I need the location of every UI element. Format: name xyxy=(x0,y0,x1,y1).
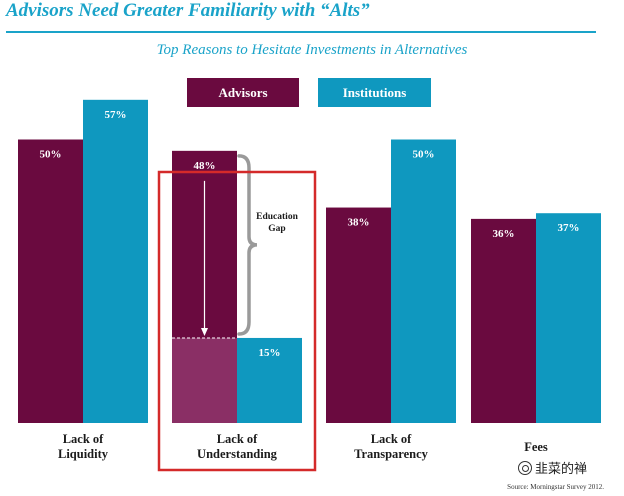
title-rule xyxy=(6,31,596,33)
category-label-lack-of-understanding-line1: Lack of xyxy=(217,432,258,446)
category-label-lack-of-liquidity-line1: Lack of xyxy=(63,432,104,446)
category-label-lack-of-liquidity-line2: Liquidity xyxy=(58,447,109,461)
legend-institutions: Institutions xyxy=(318,78,431,107)
category-label-lack-of-transparency-line2: Transparency xyxy=(354,447,429,461)
category-label-lack-of-transparency-line1: Lack of xyxy=(371,432,412,446)
watermark-text: 韭菜的禅 xyxy=(535,462,588,477)
bar-institutions-lack-of-transparency xyxy=(391,139,456,423)
data-label-institutions-lack-of-liquidity: 57% xyxy=(105,109,127,121)
gap-fill-overlay xyxy=(172,337,237,423)
bar-institutions-fees xyxy=(536,213,601,423)
legend-advisors: Advisors xyxy=(187,78,299,107)
bar-advisors-lack-of-liquidity xyxy=(18,139,83,423)
data-label-advisors-fees: 36% xyxy=(493,228,515,240)
category-label-fees-line1: Fees xyxy=(524,440,548,454)
gap-arrow-head xyxy=(201,327,208,336)
education-gap-label-line2: Gap xyxy=(268,224,285,234)
bar-advisors-lack-of-transparency xyxy=(326,207,391,423)
bar-institutions-lack-of-understanding xyxy=(237,337,302,423)
bar-institutions-lack-of-liquidity xyxy=(83,99,148,423)
category-label-lack-of-understanding-line2: Understanding xyxy=(197,447,278,461)
chart-subtitle: Top Reasons to Hesitate Investments in A… xyxy=(156,42,468,58)
education-gap-brace xyxy=(237,154,258,336)
data-label-institutions-fees: 37% xyxy=(558,222,580,234)
bar-advisors-fees xyxy=(471,218,536,423)
education-gap-label-line1: Education xyxy=(256,212,298,222)
source-note: Source: Morningstar Survey 2012. xyxy=(507,483,604,491)
data-label-advisors-lack-of-understanding: 48% xyxy=(194,160,216,172)
legend-institutions-label: Institutions xyxy=(342,84,407,100)
data-label-advisors-lack-of-transparency: 38% xyxy=(348,217,370,229)
legend-advisors-label: Advisors xyxy=(218,84,268,100)
watermark: 韭菜的禅 xyxy=(518,458,587,477)
data-label-advisors-lack-of-liquidity: 50% xyxy=(40,149,62,161)
highlight-box xyxy=(157,170,317,472)
page-title: Advisors Need Greater Familiarity with “… xyxy=(6,0,370,21)
wechat-icon xyxy=(518,460,532,475)
data-label-institutions-lack-of-understanding: 15% xyxy=(259,347,281,359)
data-label-institutions-lack-of-transparency: 50% xyxy=(413,149,435,161)
